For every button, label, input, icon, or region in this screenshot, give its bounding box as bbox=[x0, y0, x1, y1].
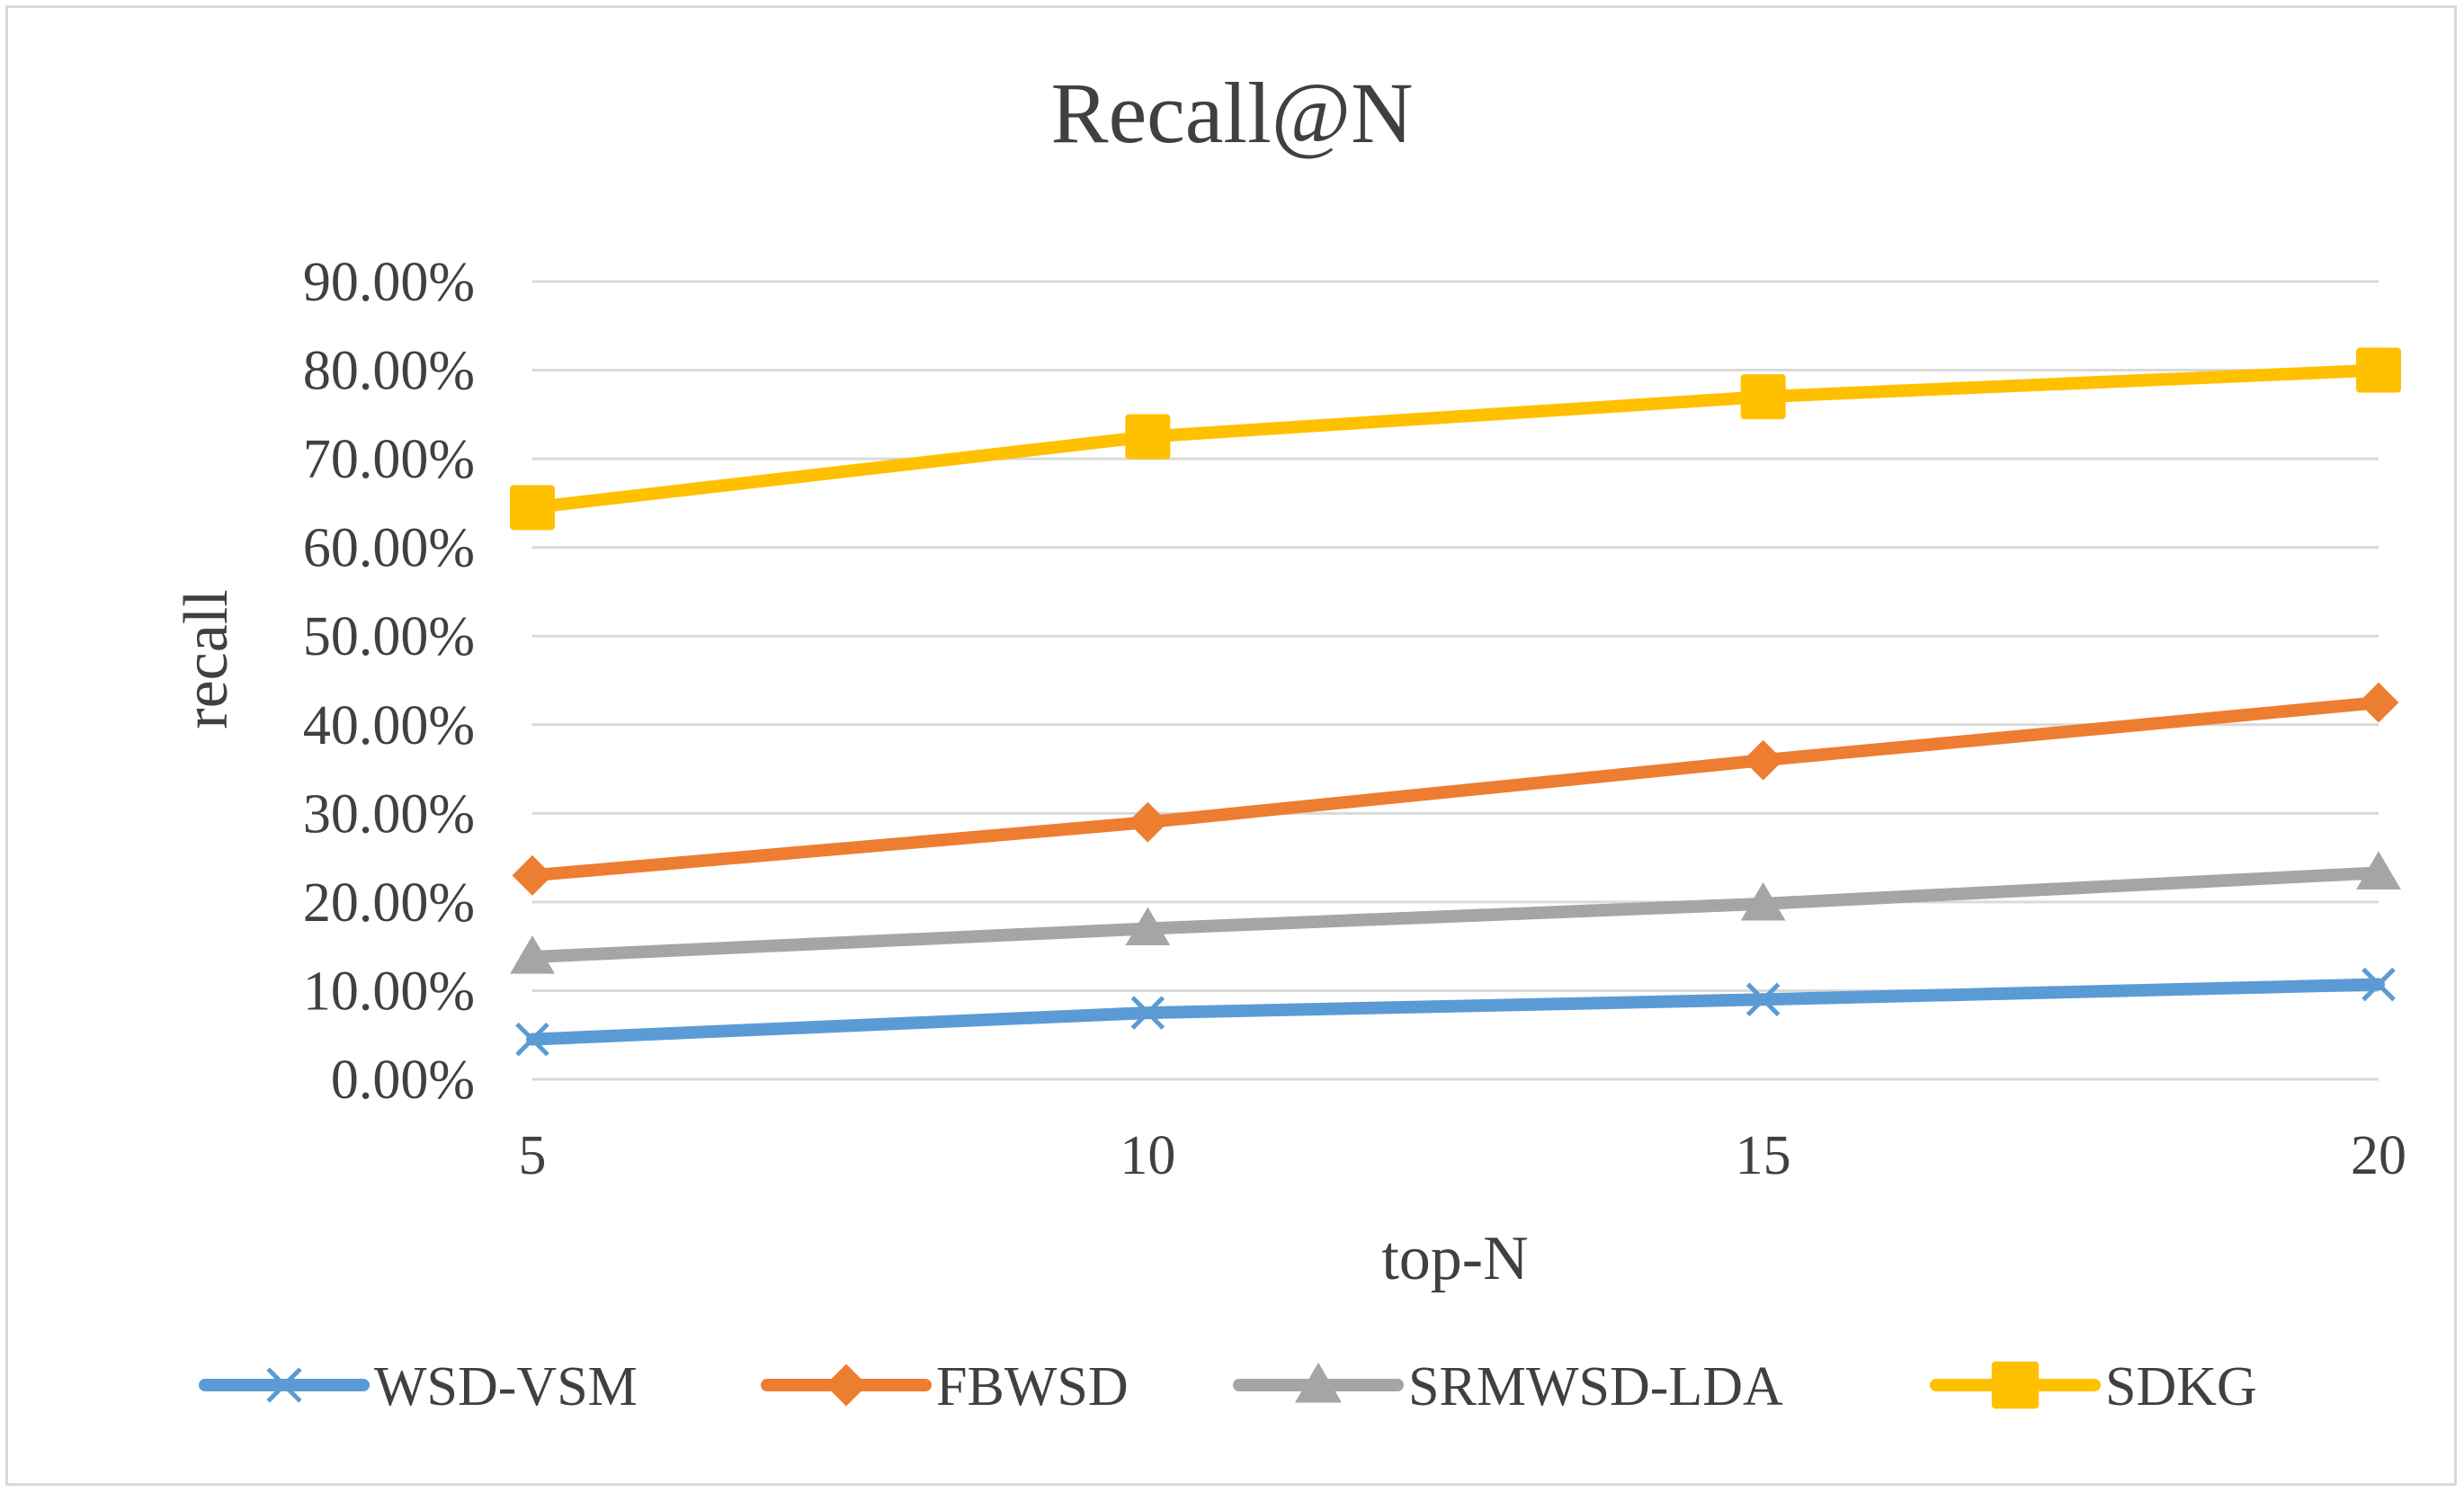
x-marker bbox=[1745, 982, 1781, 1017]
legend-item: FBWSD bbox=[761, 1356, 1129, 1417]
y-tick-label: 70.00% bbox=[303, 429, 475, 490]
triangle-marker bbox=[1295, 1362, 1342, 1403]
triangle-marker bbox=[510, 935, 555, 974]
y-tick-label: 20.00% bbox=[303, 872, 475, 934]
series-line bbox=[526, 866, 2385, 963]
gridlines bbox=[532, 280, 2379, 1081]
y-tick-label: 60.00% bbox=[303, 518, 475, 579]
y-tick-label: 10.00% bbox=[303, 961, 475, 1022]
x-tick-label: 5 bbox=[519, 1125, 547, 1186]
square-marker bbox=[510, 485, 555, 531]
x-marker bbox=[266, 1367, 302, 1403]
legend-item: WSD-VSM bbox=[199, 1356, 638, 1417]
y-tick-label: 0.00% bbox=[331, 1050, 475, 1111]
diamond-marker bbox=[825, 1363, 868, 1407]
x-marker bbox=[2361, 967, 2396, 1002]
x-tick-label: 20 bbox=[2351, 1125, 2406, 1186]
chart-frame bbox=[5, 5, 2457, 1486]
y-tick-label: 30.00% bbox=[303, 783, 475, 845]
y-tick-label: 40.00% bbox=[303, 695, 475, 756]
series-line bbox=[526, 978, 2385, 1046]
legend: WSD-VSM FBWSD SRMWSD-LDA SDKG bbox=[199, 1356, 2257, 1417]
y-axis-title: recall bbox=[172, 589, 241, 729]
legend-label: SDKG bbox=[2105, 1356, 2257, 1417]
x-tick-label: 15 bbox=[1736, 1125, 1791, 1186]
y-axis-ticks: 0.00% 10.00% 20.00% 30.00% 40.00% 50.00% 60.00… bbox=[303, 252, 475, 1111]
y-tick-label: 90.00% bbox=[303, 252, 475, 313]
series-fbwsd bbox=[512, 682, 2399, 896]
square-marker bbox=[1740, 374, 1786, 420]
square-marker bbox=[1125, 414, 1171, 460]
diamond-marker bbox=[1127, 801, 1168, 843]
y-tick-label: 50.00% bbox=[303, 606, 475, 667]
square-marker bbox=[2356, 347, 2401, 393]
x-marker bbox=[515, 1022, 549, 1057]
y-tick-label: 80.00% bbox=[303, 341, 475, 402]
diamond-marker bbox=[512, 854, 553, 896]
series-sdkg bbox=[510, 347, 2401, 531]
diamond-marker bbox=[2358, 682, 2399, 723]
legend-label: SRMWSD-LDA bbox=[1408, 1356, 1783, 1417]
series-srmwsd-lda bbox=[510, 851, 2401, 974]
x-axis-ticks: 5 10 15 20 bbox=[519, 1125, 2407, 1186]
x-marker bbox=[1130, 996, 1165, 1030]
series-line bbox=[526, 696, 2385, 882]
series-wsd-vsm bbox=[515, 967, 2396, 1057]
x-tick-label: 10 bbox=[1120, 1125, 1175, 1186]
triangle-marker bbox=[2356, 851, 2401, 890]
series-line bbox=[526, 363, 2385, 514]
square-marker bbox=[1991, 1361, 2040, 1409]
series-layer bbox=[510, 347, 2401, 1057]
legend-item: SRMWSD-LDA bbox=[1233, 1356, 1783, 1417]
chart-title: Recall@N bbox=[1051, 65, 1414, 161]
legend-label: WSD-VSM bbox=[374, 1356, 638, 1417]
diamond-marker bbox=[1743, 739, 1784, 781]
x-axis-title: top-N bbox=[1381, 1224, 1528, 1293]
legend-label: FBWSD bbox=[936, 1356, 1129, 1417]
triangle-marker bbox=[1125, 907, 1171, 946]
triangle-marker bbox=[1740, 881, 1786, 921]
legend-item: SDKG bbox=[1930, 1356, 2257, 1417]
